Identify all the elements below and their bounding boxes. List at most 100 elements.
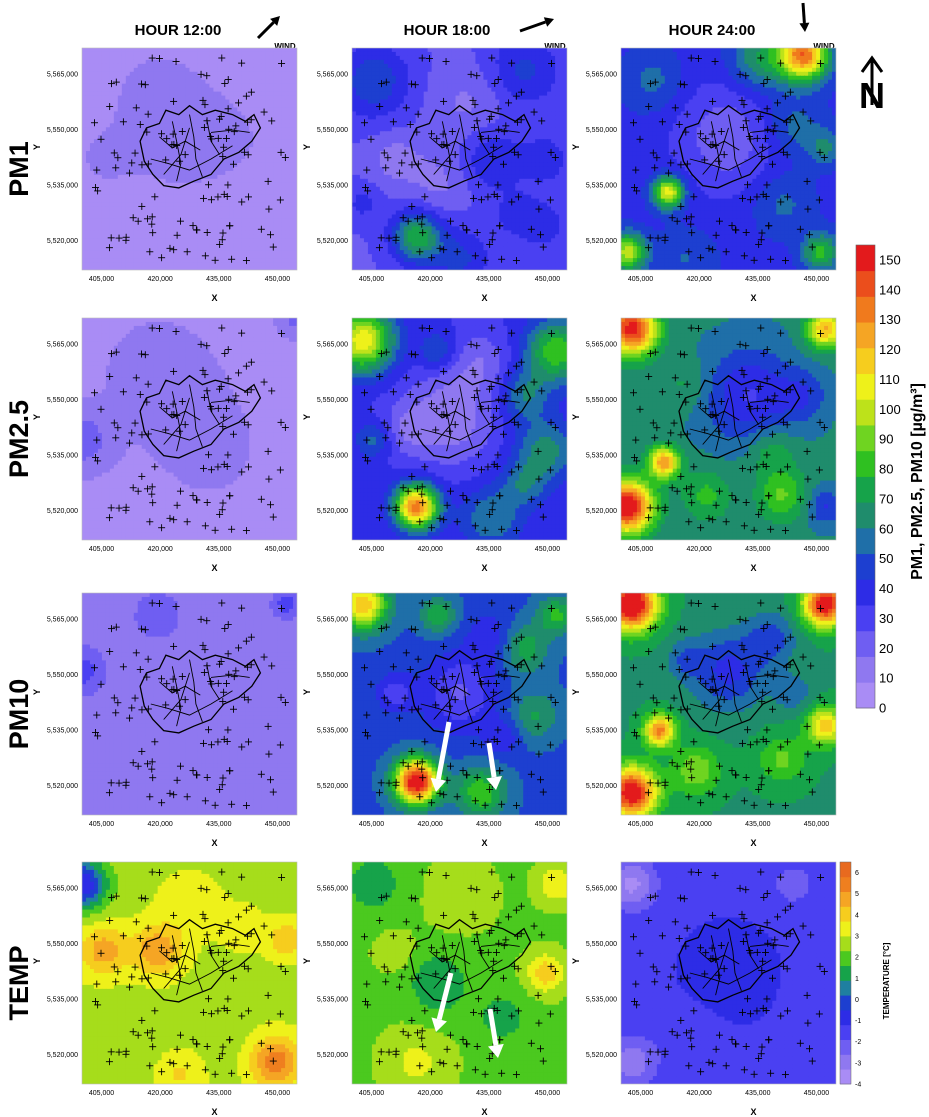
heat-cell <box>121 71 127 77</box>
heat-cell <box>559 51 564 57</box>
heat-cell <box>213 186 218 192</box>
heat-cell <box>217 147 222 152</box>
heat-cell <box>261 250 266 255</box>
heat-cell <box>471 143 477 148</box>
heat-cell <box>109 123 115 128</box>
heat-cell <box>177 67 183 73</box>
heat-cell <box>359 95 365 101</box>
heat-cell <box>137 254 143 259</box>
heat-cell <box>93 210 99 216</box>
heat-cell <box>153 258 159 263</box>
heat-cell <box>133 226 139 231</box>
heat-cell <box>93 131 99 136</box>
heat-cell <box>173 151 179 156</box>
heat-cell <box>117 111 123 116</box>
heat-cell <box>359 107 365 113</box>
heat-cell <box>213 79 218 85</box>
heat-cell <box>169 230 175 235</box>
heat-cell <box>463 67 469 73</box>
heat-cell <box>543 99 548 105</box>
heat-cell <box>427 48 433 53</box>
heat-cell <box>375 55 381 61</box>
heat-cell <box>85 226 91 231</box>
heat-cell <box>189 222 195 227</box>
heat-cell <box>85 242 91 247</box>
heat-cell <box>225 162 230 168</box>
heat-cell <box>101 143 107 148</box>
heat-cell <box>352 143 357 148</box>
heat-cell <box>519 71 524 77</box>
heat-cell <box>399 123 405 128</box>
heat-cell <box>285 139 290 144</box>
heat-cell <box>269 198 274 204</box>
heat-cell <box>475 162 481 168</box>
heat-cell <box>455 63 461 69</box>
heat-cell <box>89 79 95 85</box>
heat-cell <box>245 226 250 231</box>
heat-cell <box>229 226 234 231</box>
heat-cell <box>352 103 357 109</box>
heat-cell <box>177 182 183 188</box>
heat-cell <box>253 194 258 200</box>
heat-cell <box>177 103 183 109</box>
heat-cell <box>93 67 99 73</box>
heat-cell <box>185 202 191 208</box>
wind-arrow-icon-h18 <box>543 17 554 27</box>
heat-cell <box>105 230 111 235</box>
heat-cell <box>225 131 230 136</box>
heat-cell <box>475 107 481 113</box>
heat-cell <box>137 83 143 89</box>
heat-cell <box>515 83 520 89</box>
heat-cell <box>375 79 381 85</box>
heat-cell <box>261 206 266 212</box>
heat-cell <box>387 139 393 144</box>
wind-arrow-shaft-h18 <box>519 20 547 33</box>
heat-cell <box>149 159 155 164</box>
heat-cell <box>475 95 481 101</box>
heat-cell <box>515 87 520 93</box>
heat-cell <box>185 194 191 200</box>
heat-cell <box>519 159 524 164</box>
heat-cell <box>225 79 230 85</box>
heat-cell <box>563 67 567 73</box>
heat-cell <box>273 159 278 164</box>
heat-cell <box>185 123 191 128</box>
heat-cell <box>249 222 254 227</box>
heat-cell <box>97 234 103 239</box>
heat-cell <box>113 55 119 61</box>
heat-cell <box>237 258 242 263</box>
heat-cell <box>189 254 195 259</box>
heat-cell <box>101 206 107 212</box>
heat-cell <box>455 59 461 65</box>
heat-cell <box>487 51 492 57</box>
heat-cell <box>101 123 107 128</box>
heat-cell <box>515 147 520 152</box>
heat-cell <box>97 151 103 156</box>
heat-cell <box>531 48 536 53</box>
heat-cell <box>273 254 278 259</box>
heat-cell <box>89 174 95 180</box>
heat-cell <box>269 151 274 156</box>
heat-cell <box>535 63 540 69</box>
heat-cell <box>273 48 278 53</box>
heat-cell <box>245 159 250 164</box>
heat-cell <box>113 111 119 116</box>
heat-cell <box>459 59 465 65</box>
heat-cell <box>451 123 457 128</box>
heat-cell <box>241 107 246 113</box>
heat-cell <box>281 48 286 53</box>
heat-cell <box>487 48 492 53</box>
heat-cell <box>431 143 437 148</box>
heat-cell <box>261 91 266 97</box>
heat-cell <box>411 143 417 148</box>
heat-cell <box>201 107 207 113</box>
heat-cell <box>407 107 413 113</box>
heat-cell <box>257 206 262 212</box>
heat-cell <box>217 258 222 263</box>
heat-cell <box>415 99 421 105</box>
heat-cell <box>249 206 254 212</box>
heat-cell <box>149 119 155 124</box>
heat-cell <box>363 91 369 97</box>
heat-cell <box>249 123 254 128</box>
heat-cell <box>293 143 297 148</box>
